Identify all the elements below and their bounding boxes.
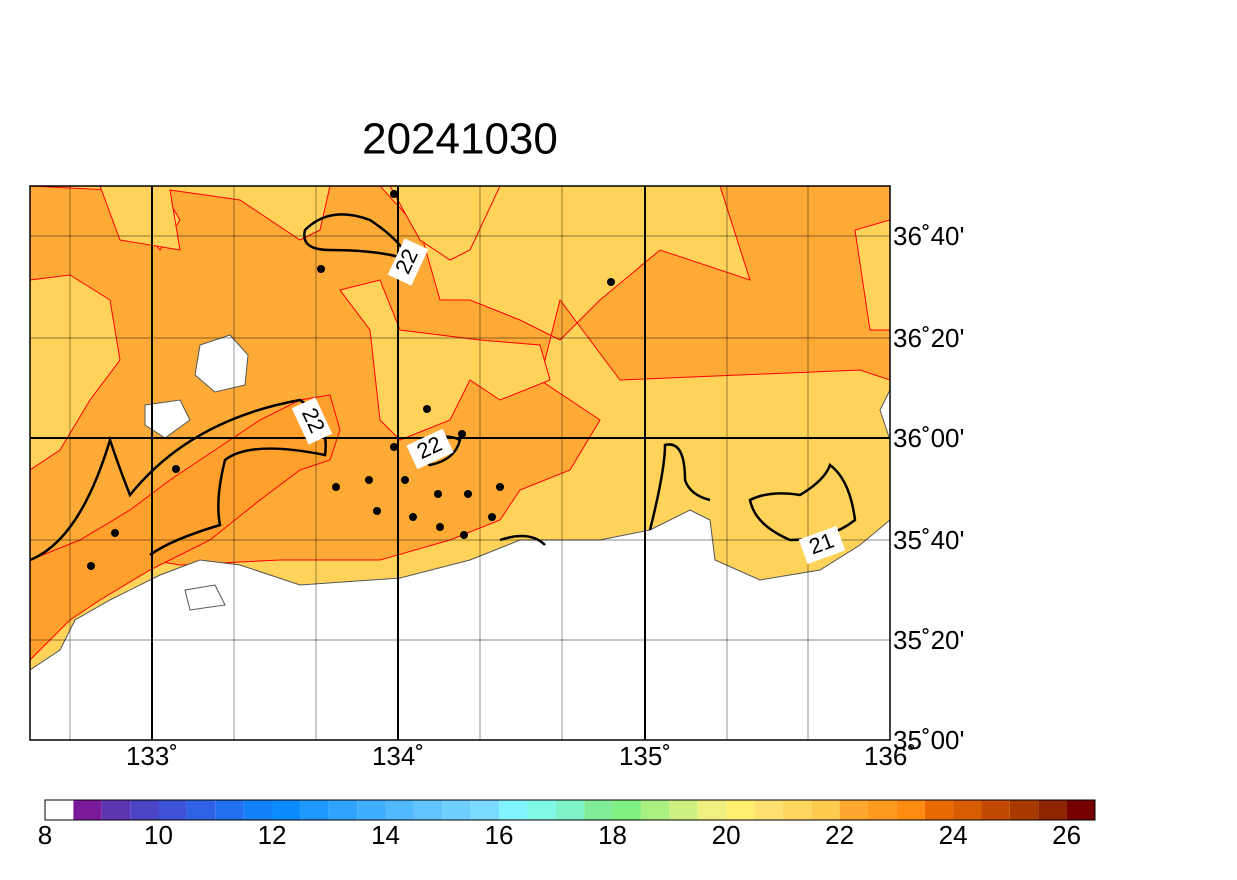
colorbar-swatch <box>612 800 641 820</box>
land <box>879 389 890 441</box>
colorbar-swatch <box>215 800 244 820</box>
colorbar-swatch <box>1038 800 1067 820</box>
map-frame <box>29 185 891 741</box>
sst-cool-patch <box>30 186 501 261</box>
colorbar-swatch <box>896 800 925 820</box>
y-tick-label: 35˚20' <box>893 625 964 655</box>
colorbar-swatch <box>272 800 301 820</box>
map-area: 22 22 22 21 <box>30 186 890 740</box>
stations <box>87 190 615 570</box>
graticule <box>30 186 890 740</box>
sst-cool-patch <box>339 279 551 441</box>
colorbar-swatch <box>584 800 613 820</box>
contour-labels: 22 22 22 21 <box>291 238 846 565</box>
island <box>194 334 249 393</box>
colorbar-swatch <box>981 800 1010 820</box>
colorbar-label: 12 <box>258 820 287 850</box>
colorbar-swatch <box>640 800 670 820</box>
colorbar-swatch <box>45 800 74 820</box>
colorbar-swatch <box>328 800 358 820</box>
island <box>144 399 191 439</box>
colorbar-swatch <box>499 800 528 820</box>
colorbar-swatch <box>953 800 982 820</box>
colorbar-swatch <box>811 800 840 820</box>
colorbar-swatch <box>754 800 783 820</box>
y-tick-label: 35˚00' <box>893 725 964 755</box>
colorbar-swatch <box>357 800 386 820</box>
x-tick-label: 133˚ <box>126 741 178 771</box>
colorbar-swatch <box>413 800 443 820</box>
colorbar-swatch <box>300 800 329 820</box>
y-tick-label: 35˚40' <box>893 525 964 555</box>
colorbar-swatch <box>442 800 471 820</box>
colorbar-swatch <box>101 800 131 820</box>
colorbar-swatch <box>669 800 698 820</box>
colorbar-frame <box>44 799 1096 821</box>
colorbar-swatch <box>527 800 556 820</box>
y-tick-label: 36˚40' <box>893 221 964 251</box>
colorbar-label: 18 <box>598 820 627 850</box>
y-tick-label: 36˚20' <box>893 323 964 353</box>
colorbar-swatch <box>130 800 159 820</box>
colorbar-swatch <box>186 800 216 820</box>
colorbar-label: 24 <box>939 820 968 850</box>
colorbar-swatch <box>726 800 755 820</box>
x-tick-label: 136˚ <box>864 741 916 771</box>
island <box>184 584 226 611</box>
x-tick-label: 134˚ <box>372 741 424 771</box>
colorbar-label: 22 <box>825 820 854 850</box>
sst-warmest-region <box>30 394 341 661</box>
colorbar-label: 8 <box>38 820 52 850</box>
colorbar-swatch <box>158 800 187 820</box>
y-tick-label: 36˚00' <box>893 423 964 453</box>
sst-cool-patch <box>30 274 121 471</box>
colorbar-swatch <box>1066 800 1095 820</box>
colorbar-swatch <box>385 800 414 820</box>
x-tick-label: 135˚ <box>619 741 671 771</box>
map-title: 20241030 <box>362 115 558 164</box>
colorbar-swatch <box>470 800 500 820</box>
colorbar-swatch <box>839 800 868 820</box>
colorbar: 8 10 12 14 16 18 20 22 24 26 <box>38 799 1096 850</box>
colorbar-swatch <box>1009 800 1039 820</box>
colorbar-label: 10 <box>144 820 173 850</box>
colorbar-label: 14 <box>371 820 400 850</box>
colorbar-label: 26 <box>1052 820 1081 850</box>
colorbar-swatch <box>555 800 585 820</box>
colorbar-label: 16 <box>485 820 514 850</box>
colorbar-swatch <box>697 800 727 820</box>
colorbar-swatch <box>782 800 812 820</box>
colorbar-swatch <box>243 800 273 820</box>
colorbar-label: 20 <box>712 820 741 850</box>
colorbar-swatch <box>867 800 897 820</box>
colorbar-swatch <box>73 800 102 820</box>
colorbar-swatch <box>924 800 954 820</box>
